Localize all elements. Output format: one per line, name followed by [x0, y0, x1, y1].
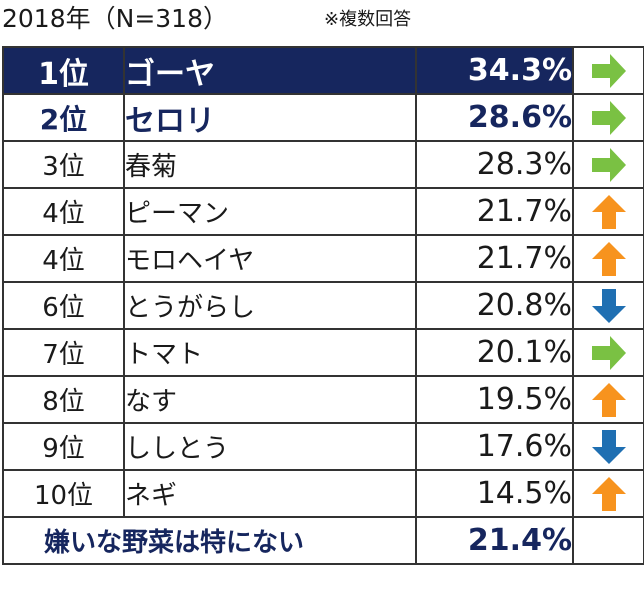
- arrow-up-icon: [591, 241, 626, 276]
- vegetable-name: 春菊: [123, 140, 417, 189]
- ranking-row: 2位 セロリ 28.6%: [2, 93, 644, 142]
- vegetable-name: なす: [123, 375, 417, 424]
- footer-label: 嫌いな野菜は特にない: [2, 516, 417, 565]
- arrow-right-icon: [591, 53, 626, 88]
- rank-label: 8位: [2, 375, 125, 424]
- vegetable-name: ピーマン: [123, 187, 417, 236]
- no-disliked-vegetable-row: 嫌いな野菜は特にない 21.4%: [2, 516, 644, 565]
- trend-cell: [572, 46, 644, 95]
- arrow-up-icon: [591, 476, 626, 511]
- rank-label: 7位: [2, 328, 125, 377]
- ranking-row: 4位 モロヘイヤ 21.7%: [2, 234, 644, 283]
- ranking-row: 6位 とうがらし 20.8%: [2, 281, 644, 330]
- ranking-row: 1位 ゴーヤ 34.3%: [2, 46, 644, 95]
- arrow-up-icon: [591, 194, 626, 229]
- ranking-row: 9位 ししとう 17.6%: [2, 422, 644, 471]
- multiple-answer-note: ※複数回答: [324, 9, 412, 30]
- percent-value: 20.1%: [415, 328, 574, 377]
- trend-cell: [572, 140, 644, 189]
- trend-cell: [572, 234, 644, 283]
- arrow-down-icon: [591, 288, 626, 323]
- arrow-down-icon: [591, 429, 626, 464]
- vegetable-name: ししとう: [123, 422, 417, 471]
- vegetable-name: ネギ: [123, 469, 417, 518]
- arrow-right-icon: [591, 147, 626, 182]
- percent-value: 28.6%: [415, 93, 574, 142]
- percent-value: 21.7%: [415, 234, 574, 283]
- arrow-right-icon: [591, 100, 626, 135]
- percent-value: 28.3%: [415, 140, 574, 189]
- ranking-row: 8位 なす 19.5%: [2, 375, 644, 424]
- trend-cell: [572, 187, 644, 236]
- vegetable-name: とうがらし: [123, 281, 417, 330]
- trend-cell: [572, 422, 644, 471]
- rank-label: 2位: [2, 93, 125, 142]
- chart-header: 2018年（N=318） ※複数回答: [2, 0, 642, 42]
- trend-cell: [572, 469, 644, 518]
- ranking-row: 10位 ネギ 14.5%: [2, 469, 644, 518]
- vegetable-name: モロヘイヤ: [123, 234, 417, 283]
- percent-value: 14.5%: [415, 469, 574, 518]
- rank-label: 4位: [2, 234, 125, 283]
- chart-title: 2018年（N=318）: [2, 4, 228, 33]
- trend-cell: [572, 328, 644, 377]
- percent-value: 21.7%: [415, 187, 574, 236]
- vegetable-name: トマト: [123, 328, 417, 377]
- percent-value: 19.5%: [415, 375, 574, 424]
- trend-cell: [572, 281, 644, 330]
- percent-value: 20.8%: [415, 281, 574, 330]
- ranking-row: 7位 トマト 20.1%: [2, 328, 644, 377]
- footer-percent: 21.4%: [415, 516, 574, 565]
- arrow-up-icon: [591, 382, 626, 417]
- percent-value: 34.3%: [415, 46, 574, 95]
- vegetable-name: セロリ: [123, 93, 417, 142]
- ranking-row: 4位 ピーマン 21.7%: [2, 187, 644, 236]
- rank-label: 3位: [2, 140, 125, 189]
- ranking-table-body: 1位 ゴーヤ 34.3% 2位 セロリ 28.6% 3位 春菊 28.3% 4位 ピーマン 21.7%…: [2, 46, 644, 565]
- trend-cell: [572, 375, 644, 424]
- ranking-table: 1位 ゴーヤ 34.3% 2位 セロリ 28.6% 3位 春菊 28.3% 4位 ピーマン 21.7%…: [2, 46, 644, 565]
- trend-cell: [572, 93, 644, 142]
- rank-label: 6位: [2, 281, 125, 330]
- vegetable-name: ゴーヤ: [123, 46, 417, 95]
- rank-label: 1位: [2, 46, 125, 95]
- percent-value: 17.6%: [415, 422, 574, 471]
- ranking-row: 3位 春菊 28.3%: [2, 140, 644, 189]
- rank-label: 9位: [2, 422, 125, 471]
- footer-trend-cell: [572, 516, 644, 565]
- rank-label: 4位: [2, 187, 125, 236]
- arrow-right-icon: [591, 335, 626, 370]
- rank-label: 10位: [2, 469, 125, 518]
